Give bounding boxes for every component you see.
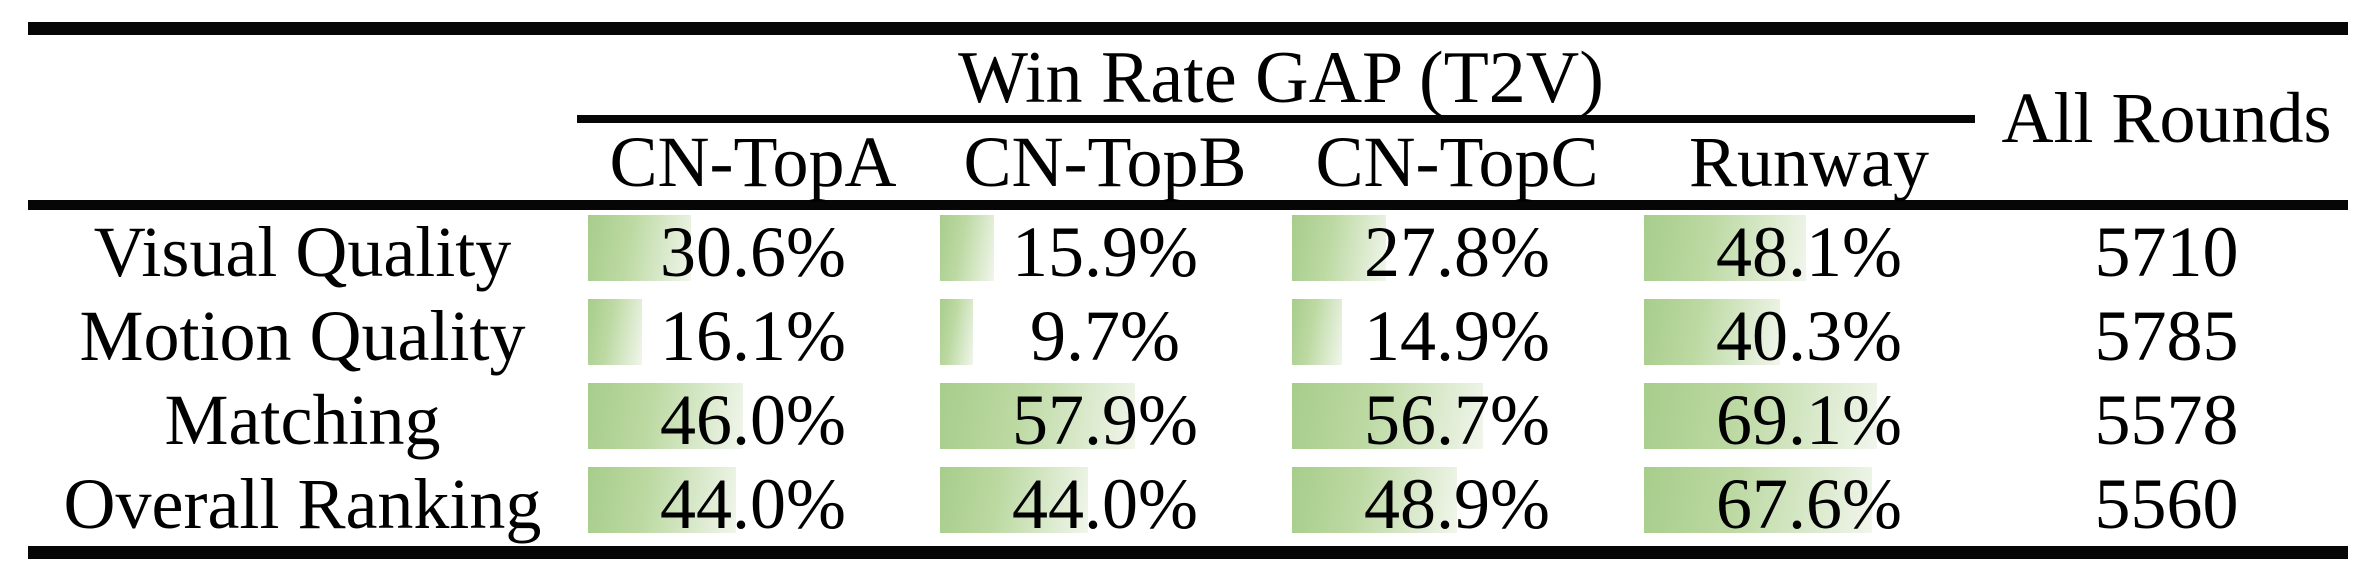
win-rate-bar <box>1644 383 1877 449</box>
win-rate-bar <box>1644 215 1807 281</box>
row-label: Motion Quality <box>79 296 526 376</box>
table-cell: 30.6% <box>577 210 929 294</box>
cell-value: 48.9% <box>1364 464 1550 544</box>
cell-value: 9.7% <box>1030 296 1180 376</box>
bottom-rule <box>28 546 2348 559</box>
cell-value: 46.0% <box>660 380 846 460</box>
win-rate-bar <box>588 215 692 281</box>
table-cell: 57.9% <box>929 378 1281 462</box>
row-label: Matching <box>164 380 441 460</box>
group-header-win-rate-gap: Win Rate GAP (T2V) <box>958 37 1604 119</box>
top-rule <box>28 22 2348 35</box>
row-label: Overall Ranking <box>63 464 542 544</box>
table-cell: 40.3% <box>1633 294 1985 378</box>
all-rounds-value: 5578 <box>2094 380 2239 460</box>
table-cell: 15.9% <box>929 210 1281 294</box>
table-cell: 44.0% <box>929 462 1281 546</box>
cell-value: 15.9% <box>1012 212 1198 292</box>
table-cell: 69.1% <box>1633 378 1985 462</box>
win-rate-bar <box>588 383 744 449</box>
win-rate-bar <box>588 467 737 533</box>
column-header-all-rounds: All Rounds <box>2001 77 2332 158</box>
win-rate-bar <box>940 383 1136 449</box>
win-rate-bar <box>588 299 643 365</box>
win-rate-bar <box>1292 299 1343 365</box>
table-row-overall-ranking: Overall Ranking 44.0% 44.0% 48.9% 67.6% … <box>28 462 2348 546</box>
table-cell: 56.7% <box>1281 378 1633 462</box>
win-rate-bar <box>1644 467 1872 533</box>
cell-value: 44.0% <box>660 464 846 544</box>
column-header-cn-topa: CN-TopA <box>609 121 897 202</box>
table-cell: 9.7% <box>929 294 1281 378</box>
table-cell: 27.8% <box>1281 210 1633 294</box>
all-rounds-value: 5560 <box>2094 464 2239 544</box>
cell-value: 40.3% <box>1716 296 1902 376</box>
cell-value: 30.6% <box>660 212 846 292</box>
cell-value: 27.8% <box>1364 212 1550 292</box>
cell-value: 56.7% <box>1364 380 1550 460</box>
win-rate-bar <box>1644 299 1780 365</box>
column-header-cn-topb: CN-TopB <box>963 121 1247 202</box>
row-label: Visual Quality <box>93 212 512 292</box>
table-cell: 16.1% <box>577 294 929 378</box>
win-rate-bar <box>1292 215 1386 281</box>
table-header: Win Rate GAP (T2V) All Rounds CN-TopA CN… <box>28 35 2348 200</box>
cmidrule <box>577 115 1975 123</box>
table-cell: 14.9% <box>1281 294 1633 378</box>
win-rate-bar <box>940 299 973 365</box>
table-row-motion-quality: Motion Quality 16.1% 9.7% 14.9% 40.3% 57… <box>28 294 2348 378</box>
cell-value: 48.1% <box>1716 212 1902 292</box>
all-rounds-value: 5710 <box>2094 212 2239 292</box>
all-rounds-value: 5785 <box>2094 296 2239 376</box>
cell-value: 57.9% <box>1012 380 1198 460</box>
cell-value: 44.0% <box>1012 464 1198 544</box>
cell-value: 14.9% <box>1364 296 1550 376</box>
column-header-cn-topc: CN-TopC <box>1315 121 1599 202</box>
win-rate-bar <box>1292 467 1457 533</box>
cell-value: 67.6% <box>1716 464 1902 544</box>
table-row-visual-quality: Visual Quality 30.6% 15.9% 27.8% 48.1% 5… <box>28 210 2348 294</box>
table-cell: 48.1% <box>1633 210 1985 294</box>
win-rate-bar <box>1292 383 1484 449</box>
table-cell: 67.6% <box>1633 462 1985 546</box>
column-header-runway: Runway <box>1689 121 1929 202</box>
table-cell: 48.9% <box>1281 462 1633 546</box>
table-cell: 46.0% <box>577 378 929 462</box>
table-row-matching: Matching 46.0% 57.9% 56.7% 69.1% 5578 <box>28 378 2348 462</box>
table-cell: 44.0% <box>577 462 929 546</box>
results-table: Win Rate GAP (T2V) All Rounds CN-TopA CN… <box>28 22 2348 559</box>
win-rate-bar <box>940 215 994 281</box>
cell-value: 16.1% <box>660 296 846 376</box>
win-rate-bar <box>940 467 1089 533</box>
header-rule <box>28 200 2348 210</box>
cell-value: 69.1% <box>1716 380 1902 460</box>
